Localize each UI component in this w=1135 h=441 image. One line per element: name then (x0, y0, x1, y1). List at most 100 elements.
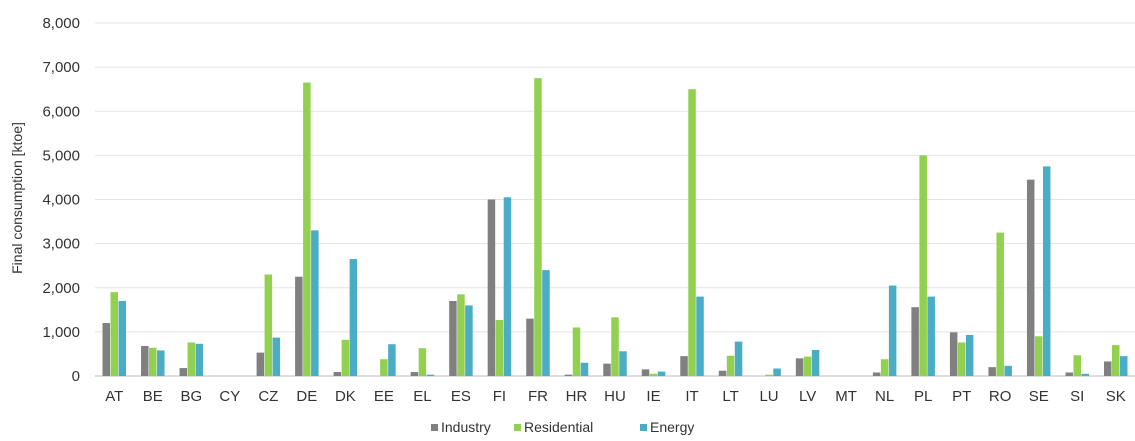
bar-industry-pt (949, 332, 958, 376)
bar-energy-ee (388, 344, 396, 376)
bar-residential-lu (765, 374, 773, 376)
bar-industry-lt (718, 370, 727, 376)
y-tick-label: 7,000 (42, 59, 80, 76)
x-category-label: RO (989, 388, 1012, 405)
bar-energy-lt (734, 341, 743, 376)
bar-residential-it (688, 89, 696, 376)
bar-energy-it (696, 296, 704, 376)
x-category-label: NL (875, 388, 894, 405)
legend: Industry Residential Energy (431, 419, 694, 435)
bar-energy-lv (811, 349, 820, 376)
bar-residential-pl (919, 155, 927, 376)
bar-industry-fr (526, 318, 534, 376)
bar-industry-hu (603, 363, 611, 376)
x-category-label: EL (413, 388, 431, 405)
bar-industry-hr (564, 374, 573, 376)
bar-energy-nl (888, 285, 897, 376)
bar-industry-de (295, 276, 303, 376)
bar-residential-el (418, 348, 427, 376)
bar-energy-si (1081, 373, 1089, 376)
x-category-label: DK (335, 388, 356, 405)
y-tick-label: 3,000 (42, 236, 80, 253)
y-tick-label: 5,000 (42, 147, 80, 164)
x-category-label: SK (1106, 388, 1126, 405)
x-axis-categories: AT BE BG CY CZ DE DK EE EL ES FI FR HR HU IE IT LT LU LV MT… (105, 388, 1126, 405)
legend-swatch-industry (431, 424, 438, 431)
bar-residential-dk (341, 339, 350, 376)
bar-residential-es (457, 294, 465, 376)
x-category-label: LU (759, 388, 778, 405)
bar-residential-lv (803, 356, 812, 376)
bar-industry-es (449, 300, 457, 376)
y-tick-label: 1,000 (42, 324, 80, 341)
bar-energy-de (311, 230, 319, 376)
bar-energy-ie (657, 371, 666, 376)
x-category-label: SE (1029, 388, 1049, 405)
bar-energy-fr (542, 270, 550, 376)
x-category-label: PL (914, 388, 932, 405)
bar-residential-cz (264, 274, 273, 376)
x-category-label: SI (1070, 388, 1084, 405)
bar-residential-sk (1111, 345, 1120, 376)
bar-energy-se (1042, 166, 1051, 376)
x-category-label: ES (451, 388, 471, 405)
bar-industry-se (1026, 179, 1035, 376)
bar-residential-lt (726, 355, 735, 376)
bar-residential-ee (380, 359, 388, 376)
bar-industry-be (141, 345, 149, 376)
x-category-label: BE (143, 388, 163, 405)
bar-industry-nl (872, 372, 881, 376)
bar-residential-se (1034, 336, 1043, 376)
bar-energy-sk (1119, 356, 1128, 376)
legend-swatch-residential (514, 424, 521, 431)
x-category-label: EE (374, 388, 394, 405)
bar-residential-ie (649, 373, 658, 376)
x-category-label: MT (835, 388, 857, 405)
bar-industry-ie (641, 369, 650, 376)
x-category-label: FR (528, 388, 548, 405)
bar-industry-lv (795, 358, 804, 376)
x-category-label: PT (952, 388, 971, 405)
bar-energy-fi (503, 197, 512, 376)
bar-industry-it (680, 356, 688, 376)
x-category-label: FI (493, 388, 506, 405)
bar-industry-dk (333, 372, 342, 376)
bar-energy-pl (927, 296, 935, 376)
bar-energy-cz (272, 337, 281, 376)
bar-energy-lu (773, 368, 781, 376)
bar-residential-nl (880, 359, 889, 376)
x-category-label: HU (604, 388, 626, 405)
bar-residential-si (1073, 355, 1081, 376)
x-category-label: LT (722, 388, 738, 405)
bar-residential-at (110, 292, 119, 376)
bar-energy-dk (349, 259, 358, 376)
y-tick-label: 6,000 (42, 103, 80, 120)
y-tick-label: 8,000 (42, 15, 80, 32)
bar-energy-hr (580, 362, 589, 376)
bar-industry-at (102, 323, 111, 376)
bar-residential-bg (187, 342, 196, 376)
bar-industry-ro (988, 367, 996, 376)
x-category-label: DE (296, 388, 317, 405)
bars (102, 78, 1128, 376)
legend-label-residential: Residential (524, 419, 593, 435)
bar-residential-de (303, 82, 311, 376)
bar-industry-si (1065, 372, 1073, 376)
y-tick-label: 2,000 (42, 280, 80, 297)
y-axis-ticks: 0 1,000 2,000 3,000 4,000 5,000 6,000 7,000 8,00… (42, 15, 80, 385)
x-category-label: IE (646, 388, 660, 405)
bar-industry-fi (487, 199, 496, 376)
bar-energy-ro (1004, 365, 1012, 376)
bar-industry-cz (256, 352, 265, 376)
bar-industry-pl (911, 307, 919, 376)
bar-energy-pt (965, 334, 974, 376)
y-tick-label: 4,000 (42, 192, 80, 209)
bar-energy-bg (195, 343, 204, 376)
legend-swatch-energy (640, 424, 647, 431)
bar-energy-at (118, 300, 127, 376)
x-category-label: IT (685, 388, 698, 405)
x-category-label: CZ (258, 388, 278, 405)
y-tick-label: 0 (72, 368, 80, 385)
